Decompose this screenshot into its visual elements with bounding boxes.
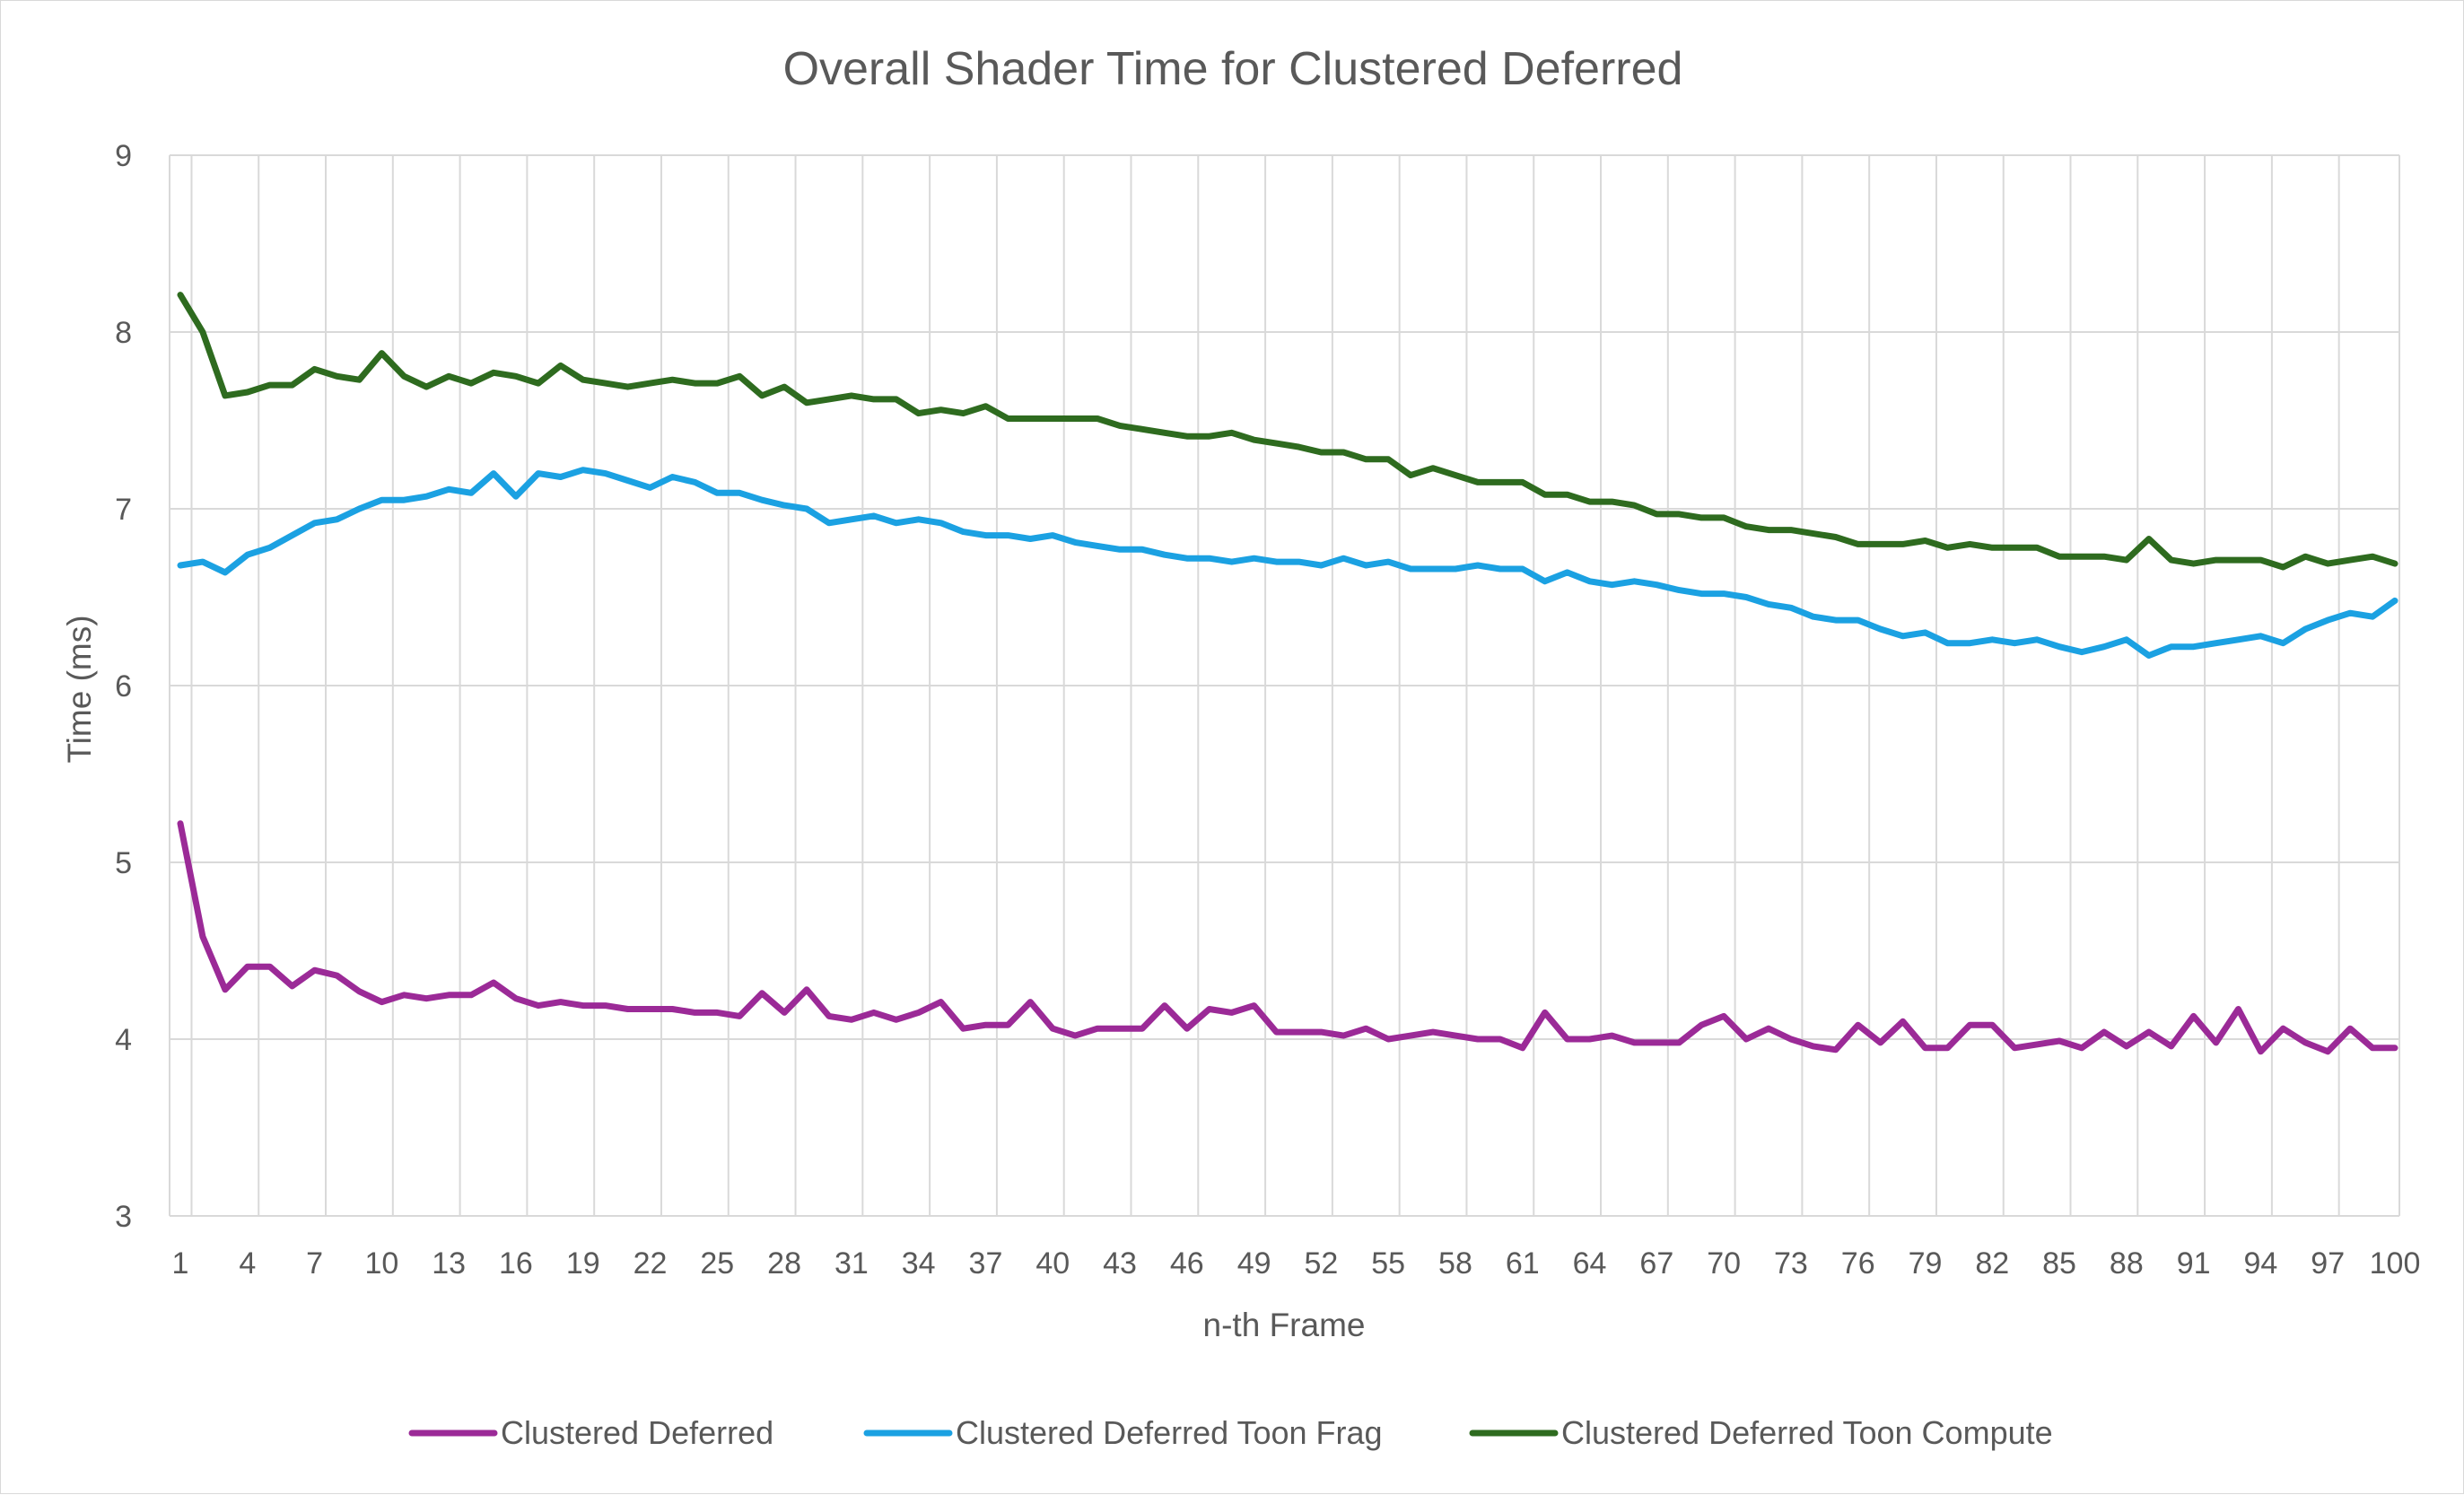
x-tick-label: 82: [1975, 1246, 2009, 1281]
x-tick-label: 58: [1438, 1246, 1472, 1281]
series-lines: [177, 292, 2398, 1055]
x-tick-label: 25: [700, 1246, 734, 1281]
legend-label-1: Clustered Deferred: [501, 1414, 773, 1451]
series-line-3: [177, 292, 2398, 571]
y-tick-label: 4: [115, 1023, 132, 1057]
x-tick-label: 88: [2110, 1246, 2144, 1281]
x-tick-label: 31: [834, 1246, 869, 1281]
y-tick-label: 7: [115, 493, 132, 527]
x-tick-label: 4: [239, 1246, 256, 1281]
series-line-2: [177, 467, 2398, 659]
y-tick-label: 6: [115, 669, 132, 704]
x-tick-label: 22: [633, 1246, 668, 1281]
x-tick-label: 85: [2042, 1246, 2076, 1281]
gridlines: [169, 154, 2400, 1217]
x-tick-label: 40: [1035, 1246, 1070, 1281]
x-axis-title: n-th Frame: [1203, 1307, 1366, 1343]
x-tick-label: 97: [2311, 1246, 2345, 1281]
y-tick-label: 5: [115, 846, 132, 880]
x-tick-label: 76: [1841, 1246, 1875, 1281]
x-tick-label: 16: [499, 1246, 533, 1281]
series-line-1: [177, 820, 2398, 1055]
x-tick-label: 7: [306, 1246, 323, 1281]
x-tick-label: 13: [432, 1246, 466, 1281]
x-tick-label: 49: [1237, 1246, 1271, 1281]
x-tick-label: 64: [1573, 1246, 1607, 1281]
x-tick-label: 37: [969, 1246, 1003, 1281]
x-tick-label: 34: [902, 1246, 936, 1281]
x-tick-label: 43: [1103, 1246, 1137, 1281]
x-tick-label: 52: [1304, 1246, 1338, 1281]
x-tick-label: 10: [364, 1246, 398, 1281]
legend-label-2: Clustered Deferred Toon Frag: [956, 1414, 1383, 1451]
x-tick-label: 100: [2370, 1246, 2421, 1281]
legend-label-3: Clustered Deferred Toon Compute: [1561, 1414, 2053, 1451]
y-tick-label: 9: [115, 139, 132, 173]
y-tick-label: 8: [115, 316, 132, 350]
y-tick-label: 3: [115, 1200, 132, 1234]
x-tick-label: 19: [566, 1246, 600, 1281]
x-tick-label: 94: [2244, 1246, 2278, 1281]
legend: Clustered Deferred Clustered Deferred Too…: [408, 1414, 2053, 1451]
chart-title: Overall Shader Time for Clustered Deferr…: [783, 43, 1683, 95]
x-tick-label: 67: [1639, 1246, 1673, 1281]
x-tick-label: 28: [767, 1246, 801, 1281]
y-axis-title: Time (ms): [61, 615, 98, 763]
x-tick-label: 61: [1506, 1246, 1540, 1281]
x-tick-label: 79: [1909, 1246, 1943, 1281]
x-tick-label: 55: [1371, 1246, 1405, 1281]
x-tick-label: 1: [172, 1246, 189, 1281]
x-tick-label: 46: [1170, 1246, 1204, 1281]
x-tick-label: 91: [2177, 1246, 2211, 1281]
x-tick-label: 73: [1774, 1246, 1808, 1281]
x-tick-label: 70: [1707, 1246, 1741, 1281]
